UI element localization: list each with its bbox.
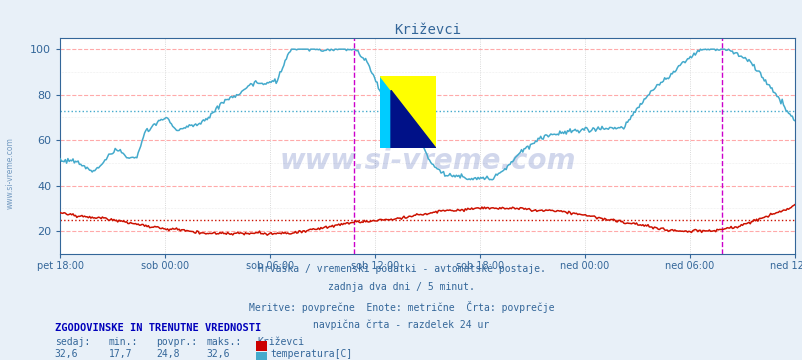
Text: Hrvaška / vremenski podatki - avtomatske postaje.: Hrvaška / vremenski podatki - avtomatske… <box>257 264 545 274</box>
Text: zadnja dva dni / 5 minut.: zadnja dva dni / 5 minut. <box>328 282 474 292</box>
Polygon shape <box>379 76 435 148</box>
Text: www.si-vreme.com: www.si-vreme.com <box>6 137 15 209</box>
Text: sedaj:: sedaj: <box>55 337 90 347</box>
Text: 17,7: 17,7 <box>108 349 132 359</box>
Text: navpična črta - razdelek 24 ur: navpična črta - razdelek 24 ur <box>313 320 489 330</box>
Polygon shape <box>379 76 435 148</box>
Text: ZGODOVINSKE IN TRENUTNE VREDNOSTI: ZGODOVINSKE IN TRENUTNE VREDNOSTI <box>55 323 261 333</box>
Title: Križevci: Križevci <box>394 23 460 37</box>
Text: min.:: min.: <box>108 337 138 347</box>
Text: 32,6: 32,6 <box>55 349 78 359</box>
Polygon shape <box>391 90 435 148</box>
Text: 32,6: 32,6 <box>206 349 229 359</box>
Text: Meritve: povprečne  Enote: metrične  Črta: povprečje: Meritve: povprečne Enote: metrične Črta:… <box>249 301 553 313</box>
Text: maks.:: maks.: <box>206 337 241 347</box>
Text: Križevci: Križevci <box>257 337 304 347</box>
Text: povpr.:: povpr.: <box>156 337 197 347</box>
Text: www.si-vreme.com: www.si-vreme.com <box>279 147 575 175</box>
Text: 24,8: 24,8 <box>156 349 180 359</box>
Text: temperatura[C]: temperatura[C] <box>270 349 352 359</box>
